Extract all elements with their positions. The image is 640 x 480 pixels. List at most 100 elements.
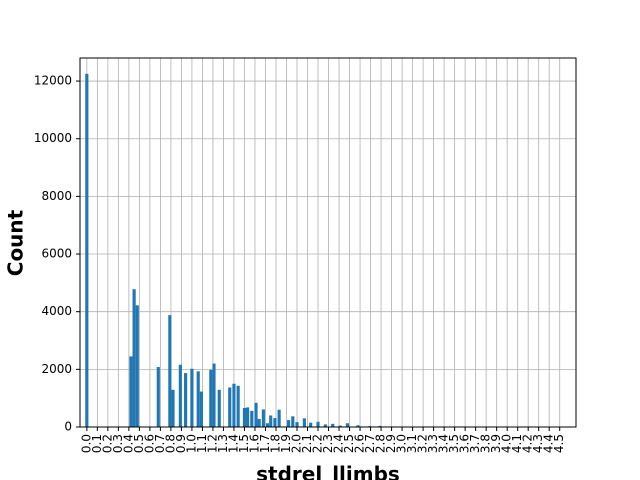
x-tick-label: 3.8 bbox=[479, 434, 493, 453]
x-tick-label: 2.1 bbox=[300, 434, 314, 453]
x-axis-label: stdrel_llimbs bbox=[256, 462, 400, 480]
bar bbox=[378, 425, 382, 427]
x-tick-label: 1.7 bbox=[258, 434, 272, 453]
bar bbox=[331, 423, 335, 427]
bar bbox=[178, 364, 182, 427]
bar bbox=[295, 422, 299, 427]
bar bbox=[316, 421, 320, 427]
x-tick-label: 3.2 bbox=[416, 434, 430, 453]
bar bbox=[242, 407, 247, 427]
y-tick-label: 6000 bbox=[41, 247, 72, 261]
bar bbox=[356, 425, 360, 427]
bar bbox=[156, 367, 160, 427]
bar bbox=[257, 418, 261, 427]
x-tick-label: 1.9 bbox=[279, 434, 293, 453]
bar bbox=[217, 389, 221, 427]
bar bbox=[129, 356, 133, 427]
x-tick-label: 1.4 bbox=[226, 434, 240, 453]
y-tick-label: 10000 bbox=[34, 131, 72, 145]
x-tick-label: 3.1 bbox=[405, 434, 419, 453]
bar bbox=[287, 420, 291, 427]
bar bbox=[338, 425, 342, 427]
x-tick-label: 3.5 bbox=[447, 434, 461, 453]
bar bbox=[277, 409, 281, 427]
x-tick-label: 4.2 bbox=[521, 434, 535, 453]
y-tick-label: 8000 bbox=[41, 189, 72, 203]
x-tick-label: 1.5 bbox=[237, 434, 251, 453]
bar bbox=[323, 424, 327, 427]
bar-series bbox=[85, 73, 425, 427]
x-tick-label: 2.4 bbox=[332, 434, 346, 453]
bar bbox=[302, 418, 306, 427]
y-tick-label: 2000 bbox=[41, 362, 72, 376]
x-tick-label: 3.7 bbox=[468, 434, 482, 453]
x-tick-label: 2.8 bbox=[374, 434, 388, 453]
bar bbox=[309, 422, 313, 427]
bar bbox=[250, 410, 254, 427]
bar bbox=[168, 315, 172, 427]
bar bbox=[196, 371, 200, 427]
x-tick-label: 0.4 bbox=[121, 434, 135, 453]
x-tick-label: 4.0 bbox=[500, 434, 514, 453]
bar bbox=[246, 407, 250, 427]
bar bbox=[190, 368, 194, 427]
bar bbox=[228, 387, 232, 427]
x-tick-label: 2.7 bbox=[363, 434, 377, 453]
x-tick-label: 2.5 bbox=[342, 434, 356, 453]
x-tick-label: 0.9 bbox=[174, 434, 188, 453]
x-tick-label: 3.3 bbox=[426, 434, 440, 453]
x-tick-label: 2.9 bbox=[384, 434, 398, 453]
x-tick-label: 3.0 bbox=[395, 434, 409, 453]
x-tick-label: 1.3 bbox=[216, 434, 230, 453]
bar bbox=[132, 289, 136, 427]
bar bbox=[212, 363, 216, 427]
x-tick-label: 4.5 bbox=[552, 434, 566, 453]
x-tick-label: 4.3 bbox=[531, 434, 545, 453]
x-tick-label: 0.0 bbox=[79, 434, 93, 453]
bar bbox=[261, 409, 265, 427]
bar bbox=[254, 402, 258, 427]
bar bbox=[291, 416, 295, 427]
y-axis: 0 2000 4000 6000 8000 10000 12000 bbox=[34, 74, 80, 434]
bar bbox=[345, 423, 350, 427]
bar bbox=[266, 423, 270, 427]
bar bbox=[269, 415, 273, 427]
x-tick-label: 3.4 bbox=[437, 434, 451, 453]
bar bbox=[199, 391, 203, 427]
x-tick-label: 4.4 bbox=[542, 434, 556, 453]
x-tick-label: 1.1 bbox=[195, 434, 209, 453]
y-tick-label: 4000 bbox=[41, 304, 72, 318]
bar bbox=[209, 369, 213, 427]
x-tick-label: 1.6 bbox=[247, 434, 261, 453]
plot-area-frame bbox=[79, 57, 577, 428]
x-tick-label: 0.3 bbox=[111, 434, 125, 453]
x-tick-label: 0.2 bbox=[100, 434, 114, 453]
x-tick-label: 4.1 bbox=[510, 434, 524, 453]
x-axis: 0.00.10.20.30.40.50.60.70.80.91.01.11.21… bbox=[79, 427, 566, 453]
y-axis-label: Count bbox=[4, 209, 28, 276]
x-tick-label: 1.2 bbox=[205, 434, 219, 453]
x-tick-label: 3.6 bbox=[458, 434, 472, 453]
x-tick-label: 0.1 bbox=[90, 434, 104, 453]
bar bbox=[171, 389, 175, 427]
bar bbox=[85, 73, 89, 427]
bar bbox=[236, 385, 240, 427]
y-tick-label: 0 bbox=[64, 420, 72, 434]
plot-area-background bbox=[80, 58, 576, 427]
x-tick-label: 0.6 bbox=[142, 434, 156, 453]
x-tick-label: 2.3 bbox=[321, 434, 335, 453]
x-tick-label: 0.8 bbox=[163, 434, 177, 453]
x-tick-label: 0.7 bbox=[153, 434, 167, 453]
bar bbox=[232, 383, 236, 427]
grid-lines bbox=[80, 58, 576, 428]
x-tick-label: 2.6 bbox=[353, 434, 367, 453]
x-tick-label: 1.0 bbox=[184, 434, 198, 453]
x-tick-label: 0.5 bbox=[132, 434, 146, 453]
x-tick-label: 2.0 bbox=[290, 434, 304, 453]
y-tick-label: 12000 bbox=[34, 74, 72, 88]
x-tick-label: 2.2 bbox=[311, 434, 325, 453]
bar bbox=[135, 305, 139, 427]
x-tick-label: 3.9 bbox=[489, 434, 503, 453]
x-tick-label: 1.8 bbox=[268, 434, 282, 453]
